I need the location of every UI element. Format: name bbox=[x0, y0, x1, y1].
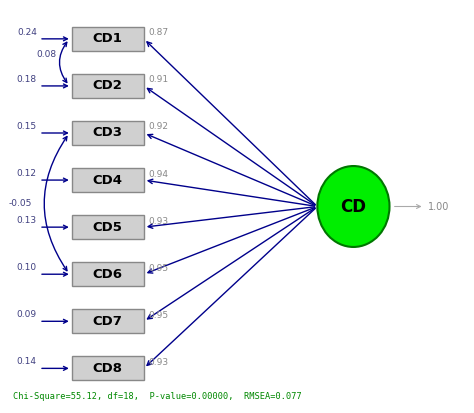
Text: 0.93: 0.93 bbox=[148, 216, 169, 225]
Text: CD3: CD3 bbox=[93, 126, 123, 140]
Text: 0.87: 0.87 bbox=[148, 28, 169, 37]
Text: 0.92: 0.92 bbox=[148, 123, 169, 131]
FancyBboxPatch shape bbox=[72, 27, 144, 51]
Text: CD1: CD1 bbox=[93, 32, 123, 45]
Text: CD6: CD6 bbox=[93, 268, 123, 281]
Text: 0.95: 0.95 bbox=[148, 263, 169, 273]
FancyBboxPatch shape bbox=[72, 168, 144, 192]
Text: 0.94: 0.94 bbox=[148, 169, 169, 178]
Text: CD4: CD4 bbox=[93, 173, 123, 187]
Text: 0.13: 0.13 bbox=[17, 216, 37, 225]
Text: 0.95: 0.95 bbox=[148, 311, 169, 320]
Text: 0.15: 0.15 bbox=[17, 122, 37, 131]
Text: -0.05: -0.05 bbox=[9, 199, 32, 208]
Text: 0.12: 0.12 bbox=[17, 169, 37, 178]
FancyBboxPatch shape bbox=[72, 262, 144, 286]
Text: 0.10: 0.10 bbox=[17, 263, 37, 272]
Text: CD5: CD5 bbox=[93, 221, 123, 234]
Text: 0.09: 0.09 bbox=[17, 310, 37, 319]
Text: 0.14: 0.14 bbox=[17, 357, 37, 366]
FancyBboxPatch shape bbox=[72, 356, 144, 380]
Text: CD7: CD7 bbox=[93, 315, 123, 328]
Text: CD: CD bbox=[340, 197, 366, 216]
Text: Chi-Square=55.12, df=18,  P-value=0.00000,  RMSEA=0.077: Chi-Square=55.12, df=18, P-value=0.00000… bbox=[13, 392, 302, 401]
Text: 0.24: 0.24 bbox=[17, 28, 37, 37]
Text: 0.18: 0.18 bbox=[17, 75, 37, 84]
FancyBboxPatch shape bbox=[72, 309, 144, 333]
Text: 0.93: 0.93 bbox=[148, 358, 169, 367]
Ellipse shape bbox=[317, 166, 390, 247]
Text: 0.08: 0.08 bbox=[36, 50, 56, 59]
Text: 0.91: 0.91 bbox=[148, 76, 169, 84]
FancyBboxPatch shape bbox=[72, 215, 144, 239]
Text: CD8: CD8 bbox=[93, 362, 123, 375]
Text: 1.00: 1.00 bbox=[428, 202, 449, 211]
Text: CD2: CD2 bbox=[93, 79, 123, 93]
FancyBboxPatch shape bbox=[72, 121, 144, 145]
FancyBboxPatch shape bbox=[72, 74, 144, 98]
